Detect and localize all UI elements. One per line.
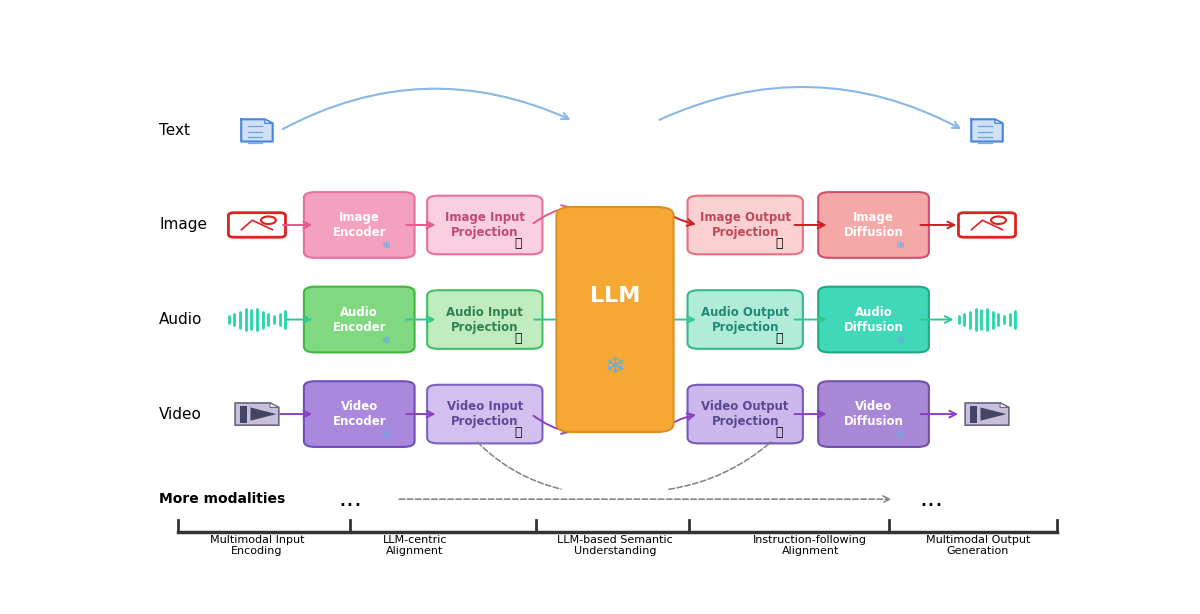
Text: Video Input
Projection: Video Input Projection: [446, 400, 523, 428]
Text: ❄: ❄: [380, 241, 390, 251]
FancyBboxPatch shape: [304, 287, 414, 352]
Text: 🔥: 🔥: [775, 427, 782, 440]
Text: ❄: ❄: [380, 336, 390, 346]
Text: Audio Input
Projection: Audio Input Projection: [446, 306, 523, 333]
FancyBboxPatch shape: [970, 406, 977, 411]
Polygon shape: [241, 119, 272, 141]
FancyBboxPatch shape: [304, 192, 414, 258]
Text: 🔥: 🔥: [775, 332, 782, 345]
Text: Audio
Encoder: Audio Encoder: [332, 306, 386, 333]
Text: Image
Encoder: Image Encoder: [332, 211, 386, 239]
Text: 🔥: 🔥: [515, 238, 522, 251]
Polygon shape: [980, 408, 1007, 421]
Text: ❄: ❄: [895, 336, 905, 346]
FancyBboxPatch shape: [304, 381, 414, 447]
Text: Image Output
Projection: Image Output Projection: [700, 211, 791, 239]
FancyBboxPatch shape: [240, 416, 247, 420]
Text: Video: Video: [160, 406, 202, 422]
FancyBboxPatch shape: [970, 416, 977, 420]
Text: Multimodal Input
Encoding: Multimodal Input Encoding: [210, 535, 305, 556]
Text: Audio Output
Projection: Audio Output Projection: [701, 306, 790, 333]
FancyBboxPatch shape: [240, 409, 247, 414]
FancyBboxPatch shape: [427, 196, 542, 254]
FancyBboxPatch shape: [970, 412, 977, 417]
FancyBboxPatch shape: [688, 290, 803, 349]
Text: ❄: ❄: [380, 430, 390, 440]
Text: ❄: ❄: [605, 355, 625, 379]
Text: LLM: LLM: [590, 286, 640, 306]
Text: ...: ...: [919, 487, 943, 511]
FancyBboxPatch shape: [818, 287, 929, 352]
Text: More modalities: More modalities: [160, 492, 286, 506]
Text: Text: Text: [160, 123, 191, 138]
FancyBboxPatch shape: [970, 419, 977, 423]
FancyBboxPatch shape: [228, 212, 286, 237]
Text: Multimodal Output
Generation: Multimodal Output Generation: [925, 535, 1030, 556]
Text: ❄: ❄: [895, 430, 905, 440]
FancyBboxPatch shape: [240, 412, 247, 417]
Polygon shape: [965, 403, 1009, 425]
Text: 🔥: 🔥: [515, 332, 522, 345]
FancyBboxPatch shape: [240, 406, 247, 411]
FancyBboxPatch shape: [818, 192, 929, 258]
FancyBboxPatch shape: [959, 212, 1015, 237]
Text: Image
Diffusion: Image Diffusion: [844, 211, 904, 239]
Text: Image: Image: [160, 217, 208, 233]
Text: Video
Encoder: Video Encoder: [332, 400, 386, 428]
FancyBboxPatch shape: [970, 409, 977, 414]
Polygon shape: [995, 119, 1003, 123]
Polygon shape: [251, 408, 276, 421]
Text: ❄: ❄: [895, 241, 905, 251]
Text: Audio: Audio: [160, 312, 203, 327]
FancyBboxPatch shape: [557, 207, 673, 432]
FancyBboxPatch shape: [818, 381, 929, 447]
Text: Video
Diffusion: Video Diffusion: [844, 400, 904, 428]
FancyBboxPatch shape: [688, 385, 803, 443]
Polygon shape: [270, 403, 278, 408]
Polygon shape: [1000, 403, 1009, 408]
Polygon shape: [265, 119, 272, 123]
FancyBboxPatch shape: [688, 196, 803, 254]
Text: Image Input
Projection: Image Input Projection: [445, 211, 524, 239]
FancyBboxPatch shape: [427, 385, 542, 443]
Text: LLM-based Semantic
Understanding: LLM-based Semantic Understanding: [557, 535, 673, 556]
Text: Audio
Diffusion: Audio Diffusion: [844, 306, 904, 333]
Polygon shape: [971, 119, 1003, 141]
Text: 🔥: 🔥: [775, 238, 782, 251]
Text: Video Output
Projection: Video Output Projection: [702, 400, 788, 428]
Text: 🔥: 🔥: [515, 427, 522, 440]
Text: ...: ...: [338, 487, 362, 511]
FancyBboxPatch shape: [240, 419, 247, 423]
Text: LLM-centric
Alignment: LLM-centric Alignment: [383, 535, 448, 556]
Text: Instruction-following
Alignment: Instruction-following Alignment: [754, 535, 868, 556]
Polygon shape: [235, 403, 278, 425]
FancyBboxPatch shape: [427, 290, 542, 349]
